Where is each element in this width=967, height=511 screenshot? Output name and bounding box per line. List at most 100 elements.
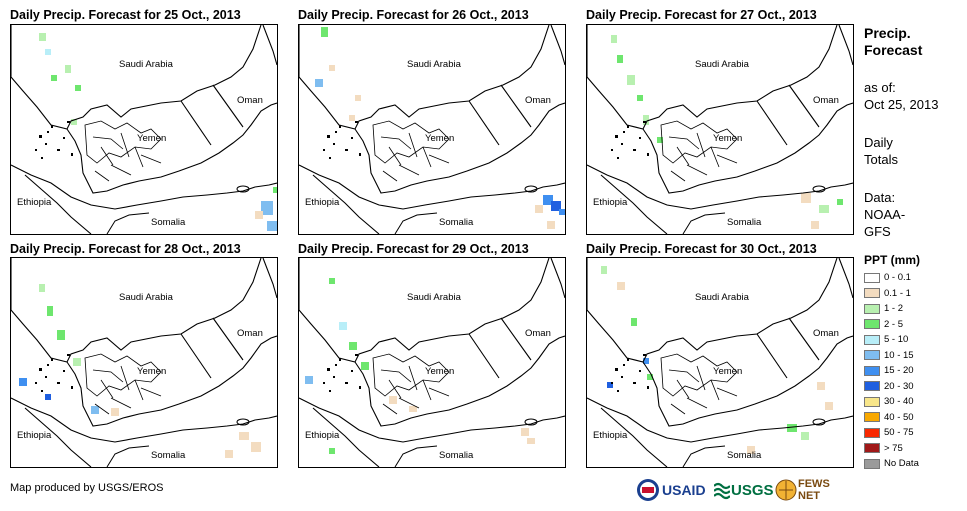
panel-title-26: Daily Precip. Forecast for 26 Oct., 2013 <box>298 8 529 22</box>
label-oman: Oman <box>237 328 263 339</box>
precip-cell <box>521 428 529 436</box>
precip-cell <box>45 49 51 55</box>
legend-label: No Data <box>884 458 919 470</box>
precip-cell <box>239 432 249 440</box>
precip-cell <box>637 95 643 101</box>
label-yemen: Yemen <box>425 366 454 377</box>
panel-title-28: Daily Precip. Forecast for 28 Oct., 2013 <box>10 242 241 256</box>
sidebar-title-line2: Forecast <box>864 42 923 58</box>
precip-cell <box>349 115 355 121</box>
precip-cell <box>339 322 347 330</box>
label-saudi-arabia: Saudi Arabia <box>407 59 462 70</box>
label-yemen: Yemen <box>137 133 166 144</box>
precip-cell <box>329 65 335 71</box>
label-somalia: Somalia <box>727 217 762 228</box>
precip-cell <box>535 205 543 213</box>
label-ethiopia: Ethiopia <box>305 430 340 441</box>
legend-label: > 75 <box>884 442 903 454</box>
legend-swatch <box>864 381 880 392</box>
map-svg: Saudi Arabia Oman Yemen Ethiopia Somalia <box>11 258 277 467</box>
fews-net-globe-icon <box>775 478 797 502</box>
legend-label: 50 - 75 <box>884 427 914 439</box>
precip-cell <box>71 119 77 125</box>
legend-item: 15 - 20 <box>864 363 920 379</box>
precip-cell <box>527 438 535 444</box>
label-ethiopia: Ethiopia <box>17 430 52 441</box>
legend-swatch <box>864 319 880 330</box>
legend-item: No Data <box>864 456 920 472</box>
legend-swatch <box>864 412 880 423</box>
map-svg: Saudi Arabia Oman Yemen Ethiopia Somalia <box>299 25 565 234</box>
precip-cell <box>251 442 261 452</box>
legend-label: 10 - 15 <box>884 349 914 361</box>
precip-cell <box>315 79 323 87</box>
precip-cell <box>547 221 555 229</box>
precip-cell <box>811 221 819 229</box>
precip-cell <box>559 209 565 215</box>
legend-label: 40 - 50 <box>884 411 914 423</box>
sidebar-title-line1: Precip. <box>864 25 911 41</box>
label-somalia: Somalia <box>151 217 186 228</box>
precip-cell <box>837 199 843 205</box>
label-somalia: Somalia <box>439 217 474 228</box>
precip-cell <box>329 278 335 284</box>
legend-swatch <box>864 443 880 454</box>
map-panel-30: Saudi Arabia Oman Yemen Ethiopia Somalia <box>586 257 854 468</box>
label-somalia: Somalia <box>151 450 186 461</box>
legend-label: 0.1 - 1 <box>884 287 911 299</box>
data-label: Data: <box>864 190 896 205</box>
precip-cell <box>361 362 369 370</box>
precip-cell <box>607 382 613 388</box>
precip-cell <box>111 408 119 416</box>
legend-item: 20 - 30 <box>864 379 920 395</box>
precip-cell <box>75 85 81 91</box>
precip-cell <box>39 284 45 292</box>
precip-cell <box>349 342 357 350</box>
precip-cell <box>39 33 46 41</box>
precip-cell <box>225 450 233 458</box>
precip-cell <box>409 406 417 412</box>
label-somalia: Somalia <box>439 450 474 461</box>
legend-swatch <box>864 396 880 407</box>
legend-swatch <box>864 272 880 283</box>
legend-item: 2 - 5 <box>864 317 920 333</box>
precip-cell <box>51 75 57 81</box>
legend-swatch <box>864 350 880 361</box>
legend-title: PPT (mm) <box>864 253 921 267</box>
precip-cell <box>631 318 637 326</box>
precip-cell <box>91 406 99 414</box>
legend-swatch <box>864 365 880 376</box>
asof-date: Oct 25, 2013 <box>864 97 939 112</box>
label-oman: Oman <box>813 328 839 339</box>
map-panel-27: Saudi Arabia Oman Yemen Ethiopia Somalia <box>586 24 854 235</box>
map-panel-28: Saudi Arabia Oman Yemen Ethiopia Somalia <box>10 257 278 468</box>
legend-item: 0 - 0.1 <box>864 270 920 286</box>
usaid-logo: USAID <box>662 482 706 498</box>
precip-cell <box>543 195 553 205</box>
precip-cell <box>255 211 263 219</box>
legend-swatch <box>864 458 880 469</box>
map-svg: Saudi Arabia Oman Yemen Ethiopia Somalia <box>11 25 277 234</box>
precip-cell <box>19 378 27 386</box>
precip-cell <box>551 201 561 211</box>
label-saudi-arabia: Saudi Arabia <box>407 292 462 303</box>
data-source-line1: NOAA- <box>864 207 906 222</box>
asof-label: as of: <box>864 80 896 95</box>
totals-label: Totals <box>864 152 898 167</box>
label-yemen: Yemen <box>425 133 454 144</box>
precip-cell <box>817 382 825 390</box>
legend-label: 20 - 30 <box>884 380 914 392</box>
label-saudi-arabia: Saudi Arabia <box>119 292 174 303</box>
label-yemen: Yemen <box>713 366 742 377</box>
label-yemen: Yemen <box>713 133 742 144</box>
precip-cell <box>611 35 617 43</box>
precip-cell <box>657 137 663 143</box>
precip-cell <box>389 396 397 404</box>
precip-cell <box>787 424 797 432</box>
legend-item: 1 - 2 <box>864 301 920 317</box>
precip-cell <box>627 75 635 85</box>
panel-title-30: Daily Precip. Forecast for 30 Oct., 2013 <box>586 242 817 256</box>
legend-item: 5 - 10 <box>864 332 920 348</box>
precip-cell <box>321 27 328 37</box>
map-panel-29: Saudi Arabia Oman Yemen Ethiopia Somalia <box>298 257 566 468</box>
